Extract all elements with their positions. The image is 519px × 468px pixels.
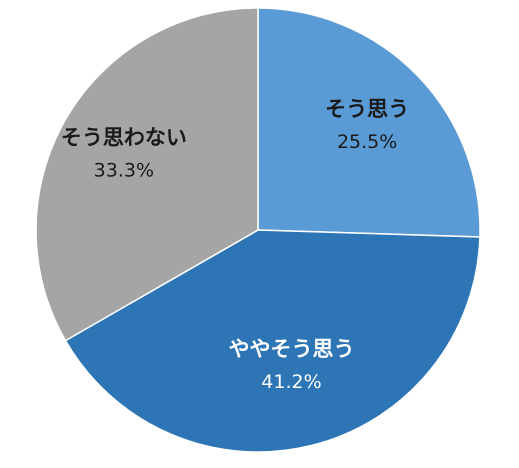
slice-percent-0: 25.5%	[337, 131, 397, 153]
pie-data-labels: そう思う 25.5% ややそう思う 41.2% そう思わない 33.3%	[61, 97, 409, 393]
slice-label-1: ややそう思う	[228, 337, 354, 361]
pie-slice-2	[35, 7, 259, 342]
slice-percent-2: 33.3%	[94, 159, 154, 181]
pie-slice-1	[64, 229, 481, 453]
pie-slice-0	[257, 7, 481, 238]
slice-percent-1: 41.2%	[261, 371, 321, 393]
slice-label-0: そう思う	[325, 97, 409, 121]
pie-slices	[35, 7, 481, 453]
slice-label-2: そう思わない	[61, 125, 187, 149]
